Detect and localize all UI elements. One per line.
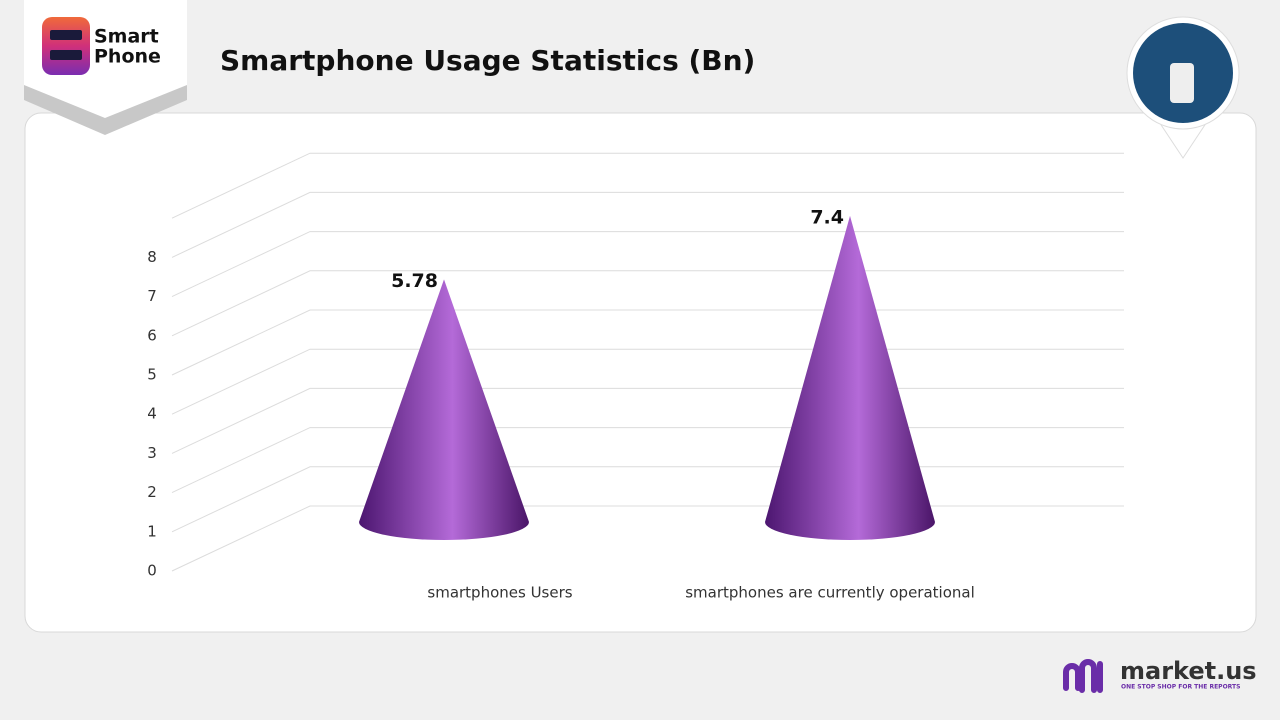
y-tick-label: 2: [147, 483, 157, 501]
panel: [24, 112, 1257, 633]
cone: [765, 215, 935, 541]
footer-logo: market.us ONE STOP SHOP FOR THE REPORTS: [1063, 657, 1257, 693]
y-tick-label: 0: [147, 562, 157, 580]
cone: [359, 279, 529, 540]
grid-line: [171, 191, 1124, 258]
pin-phone: [1170, 63, 1194, 103]
data-label: 7.4: [810, 206, 844, 228]
chart-title: Smartphone Usage Statistics (Bn): [220, 44, 755, 77]
brand-line: Smart: [94, 26, 159, 48]
data-label: 5.78: [391, 270, 438, 292]
y-tick-label: 3: [147, 444, 157, 462]
logo-icon-part: [50, 30, 82, 40]
logo-icon: [42, 17, 90, 75]
y-tick-label: 8: [147, 248, 157, 266]
y-tick-label: 4: [147, 405, 157, 423]
brand-line: Phone: [94, 46, 161, 68]
footer-tagline: ONE STOP SHOP FOR THE REPORTS: [1121, 684, 1240, 691]
y-tick-label: 1: [147, 522, 157, 540]
y-tick-label: 5: [147, 366, 157, 384]
x-tick-label: smartphones are currently operational: [685, 584, 975, 602]
footer-logo-mark: [1063, 659, 1103, 693]
logo-icon-part: [50, 50, 82, 60]
grid-line: [171, 152, 1124, 219]
x-tick-label: smartphones Users: [427, 584, 572, 602]
y-tick-label: 6: [147, 326, 157, 344]
y-tick-label: 7: [147, 287, 157, 305]
footer-logo-text: market.us: [1120, 657, 1257, 685]
